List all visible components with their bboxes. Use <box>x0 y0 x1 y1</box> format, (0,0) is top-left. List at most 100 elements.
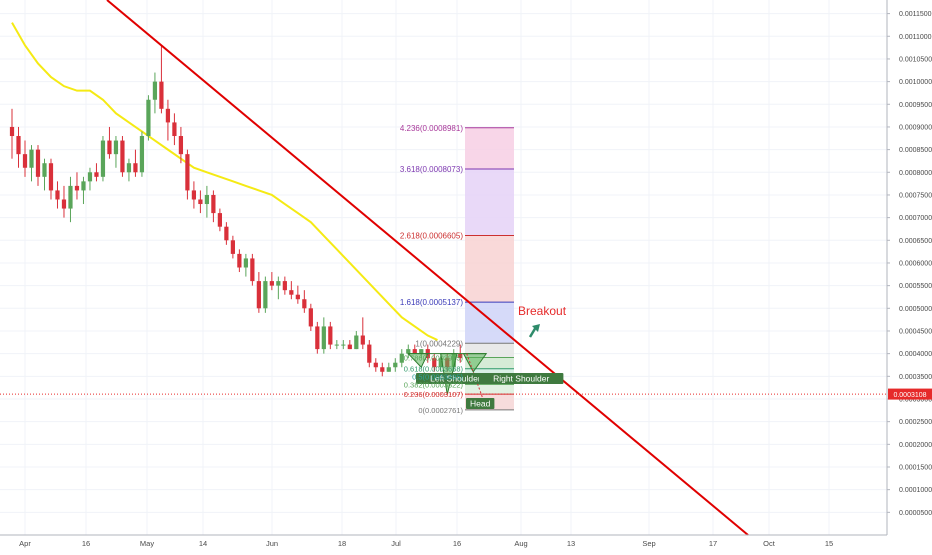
y-tick-label: 0.0004500 <box>899 328 932 335</box>
fib-zone <box>465 235 514 303</box>
last-price-tag-bg <box>888 388 932 400</box>
y-tick-label: 0.0002500 <box>899 419 932 426</box>
fib-zone <box>465 168 514 236</box>
x-tick-label: Jul <box>391 539 401 548</box>
x-tick-label: Aug <box>514 539 527 548</box>
fib-zone <box>465 302 514 344</box>
moving-average <box>11 22 438 341</box>
y-tick-label: 0.0011500 <box>899 11 932 18</box>
candle-body <box>373 362 378 368</box>
candle-body <box>347 344 352 350</box>
candle-body <box>438 358 443 368</box>
candles <box>9 45 463 377</box>
candle-body <box>55 190 60 200</box>
fib-zone <box>465 384 514 395</box>
annotations: Left Shoulder Head Right Shoulder Breakout <box>416 304 567 409</box>
last-price-tag-text: 0.0003108 <box>893 392 926 399</box>
candle-body <box>42 163 47 177</box>
candle-down <box>55 181 60 209</box>
candle-body <box>250 258 255 282</box>
candle-body <box>308 308 313 327</box>
candle-down <box>120 136 125 177</box>
y-tick-label: 0.0006000 <box>899 260 932 267</box>
y-tick-label: 0.0010500 <box>899 56 932 63</box>
y-tick-label: 0.0005000 <box>899 306 932 313</box>
candle-body <box>321 326 326 350</box>
x-tick-label: Apr <box>19 539 31 548</box>
y-tick-label: 0.0006500 <box>899 238 932 245</box>
candle-up <box>341 340 346 350</box>
right-shoulder-label: Right Shoulder <box>479 373 564 384</box>
candle-down <box>16 126 21 168</box>
candle-down <box>198 190 203 214</box>
y-tick-label: 0.0008000 <box>899 170 932 177</box>
candle-body <box>419 349 424 354</box>
y-tick-label: 0.0003000 <box>899 396 932 403</box>
candle-body <box>133 163 138 173</box>
candle-body <box>198 199 203 205</box>
candle-body <box>295 294 300 300</box>
candle-body <box>204 194 210 205</box>
breakout-arrow <box>528 324 540 338</box>
candle-body <box>74 185 80 191</box>
left-shoulder-label-bg <box>416 373 495 384</box>
fib-level-label: 1.618(0.0005137) <box>400 298 464 307</box>
candle-body <box>354 335 359 350</box>
candle-down <box>217 208 222 232</box>
candle-down <box>269 272 274 291</box>
head-label-bg <box>466 398 495 409</box>
fib-level-label: 2.618(0.0006605) <box>400 232 464 241</box>
y-tick-label: 0.0002000 <box>899 442 932 449</box>
y-tick-label: 0.0009000 <box>899 124 932 131</box>
x-tick-label: 14 <box>199 539 207 548</box>
last-price-tag: 0.0003108 <box>888 388 932 400</box>
y-tick-label: 0.0007000 <box>899 215 932 222</box>
candle-up <box>42 158 47 191</box>
candle-up <box>406 344 411 359</box>
y-tick-label: 0.0007500 <box>899 192 932 199</box>
candle-down <box>432 353 437 372</box>
candle-body <box>302 299 307 309</box>
fib-level-label: 0.5(0.0003495) <box>412 373 463 382</box>
fib-zone <box>465 368 514 377</box>
candle-body <box>113 140 119 155</box>
candle-up <box>87 167 93 191</box>
head-label: Head <box>466 398 495 409</box>
head-label-text: Head <box>470 399 491 409</box>
y-tick-label: 0.0000500 <box>899 510 932 517</box>
x-tick-label: Oct <box>763 539 776 548</box>
y-tick-label: 0.0004000 <box>899 351 932 358</box>
fib-level-label: 0(0.0002761) <box>418 406 463 415</box>
candle-up <box>386 362 391 372</box>
y-tick-label: 0.0009500 <box>899 102 932 109</box>
candle-body <box>263 281 268 309</box>
candle-body <box>399 353 404 363</box>
candle-body <box>334 344 339 346</box>
candle-body <box>386 367 391 372</box>
fib-level-label: 0.382(0.0003322) <box>404 380 464 389</box>
candle-body <box>360 335 365 345</box>
candle-body <box>152 81 158 100</box>
candle-body <box>48 163 54 191</box>
candle-body <box>393 362 398 368</box>
candle-body <box>432 358 437 368</box>
candle-body <box>61 199 67 209</box>
candle-down <box>48 158 54 200</box>
candle-down <box>380 362 385 377</box>
candle-body <box>100 140 106 177</box>
candle-down <box>230 235 235 259</box>
candle-body <box>120 140 125 173</box>
candle-up <box>100 136 106 182</box>
candle-body <box>367 344 372 363</box>
candle-up <box>354 330 359 350</box>
candle-up <box>399 349 404 368</box>
candle-body <box>315 326 320 350</box>
fib-level-label: 4.236(0.0008981) <box>400 124 464 133</box>
candle-body <box>81 181 86 191</box>
right-shoulder-label-bg <box>479 373 564 384</box>
candle-up <box>393 358 398 372</box>
candle-body <box>139 136 145 173</box>
y-tick-label: 0.0003500 <box>899 374 932 381</box>
candle-down <box>159 45 164 114</box>
